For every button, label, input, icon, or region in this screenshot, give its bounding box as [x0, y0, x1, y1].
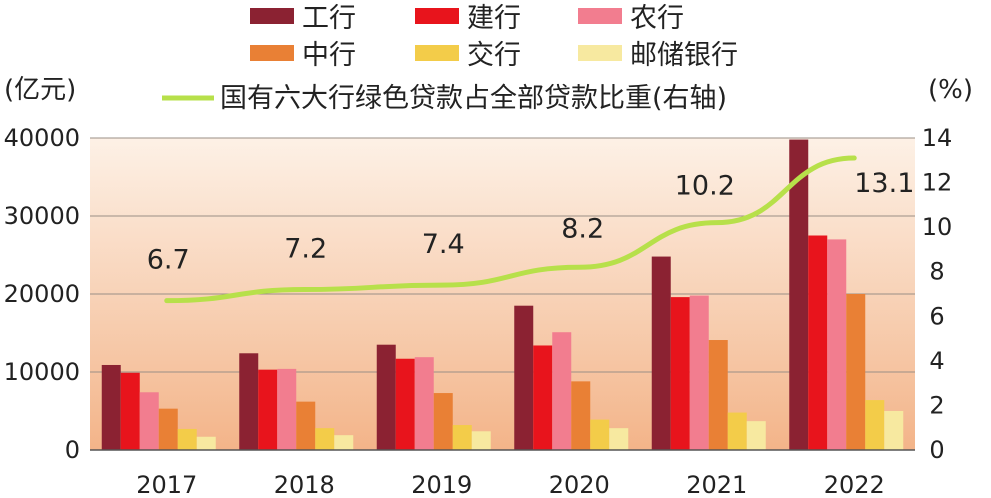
- bar-icbc-2018: [239, 353, 259, 450]
- bar-psbc-2018: [334, 435, 354, 450]
- bar-boc-2022: [846, 294, 866, 450]
- legend-swatch-psbc: [578, 45, 622, 61]
- bar-icbc-2019: [376, 344, 396, 450]
- x-tick-label: 2017: [136, 471, 197, 498]
- bar-icbc-2022: [789, 139, 809, 450]
- legend-label-ratio-line: 国有六大行绿色贷款占全部贷款比重(右轴): [220, 83, 727, 114]
- ratio-data-label: 13.1: [854, 168, 914, 199]
- legend-label-ccb: 建行: [467, 3, 521, 34]
- y-right-tick-label: 8: [929, 258, 944, 286]
- bar-ccb-2018: [258, 369, 278, 450]
- left-axis-unit: (亿元): [4, 75, 76, 105]
- bar-boc-2018: [296, 401, 316, 450]
- bar-bocom-2021: [727, 412, 747, 450]
- y-right-tick-label: 12: [922, 169, 953, 197]
- bar-bocom-2019: [452, 425, 472, 450]
- legend-swatch-boc: [250, 45, 294, 61]
- legend-label-boc: 中行: [302, 40, 356, 71]
- bar-abc-2019: [414, 357, 434, 450]
- y-right-tick-label: 6: [929, 302, 944, 330]
- axes: 0 10000 20000 30000 40000 0 2 4 6 8 10 12 14 2017 2018…: [4, 124, 953, 498]
- bar-psbc-2021: [746, 421, 766, 450]
- bar-abc-2020: [552, 332, 572, 450]
- legend-swatch-abc: [578, 8, 622, 24]
- ratio-data-label: 6.7: [147, 245, 190, 276]
- bar-bocom-2017: [177, 428, 197, 450]
- bar-psbc-2019: [471, 431, 491, 450]
- y-right-tick-label: 0: [929, 436, 944, 464]
- y-right-tick-label: 10: [922, 213, 953, 241]
- bar-abc-2021: [689, 295, 709, 450]
- bar-boc-2019: [433, 393, 453, 450]
- bar-bocom-2020: [590, 419, 610, 450]
- bar-icbc-2017: [101, 364, 121, 450]
- bar-abc-2017: [139, 392, 159, 450]
- legend-swatch-bocom: [415, 45, 459, 61]
- x-tick-label: 2018: [274, 471, 335, 498]
- bar-abc-2018: [277, 368, 297, 450]
- bar-bocom-2018: [315, 428, 335, 450]
- bar-abc-2022: [827, 239, 847, 450]
- bar-boc-2017: [158, 408, 178, 450]
- bar-ccb-2020: [533, 345, 553, 450]
- x-tick-label: 2022: [824, 471, 885, 498]
- y-left-tick-label: 20000: [4, 280, 80, 308]
- bar-bocom-2022: [865, 400, 885, 450]
- ratio-data-label: 8.2: [561, 213, 604, 244]
- right-axis-unit: (%): [928, 75, 973, 105]
- legend-label-psbc: 邮储银行: [630, 40, 738, 71]
- bar-icbc-2020: [514, 305, 534, 450]
- legend-label-abc: 农行: [630, 3, 684, 34]
- ratio-data-label: 10.2: [675, 171, 735, 202]
- bar-psbc-2022: [884, 411, 904, 450]
- bar-boc-2021: [708, 340, 728, 450]
- ratio-data-label: 7.2: [284, 234, 327, 265]
- bar-ccb-2017: [120, 372, 140, 450]
- bar-psbc-2017: [196, 436, 216, 450]
- bar-ccb-2022: [808, 235, 828, 450]
- y-right-tick-label: 4: [929, 347, 944, 375]
- x-tick-label: 2021: [686, 471, 747, 498]
- y-left-tick-label: 10000: [4, 358, 80, 386]
- bar-ccb-2019: [395, 358, 415, 450]
- ratio-line: [164, 155, 857, 304]
- bar-icbc-2021: [651, 256, 671, 450]
- ratio-line-group: 6.7 7.2 7.4 8.2 10.2 13.1: [147, 155, 914, 304]
- x-tick-label: 2019: [411, 471, 472, 498]
- x-tick-label: 2020: [549, 471, 610, 498]
- y-left-tick-label: 40000: [4, 124, 80, 152]
- legend-label-icbc: 工行: [302, 3, 356, 34]
- legend: 工行 建行 农行 中行 交行 邮储银行 国有六大行绿色贷款占全部贷款比重(右轴): [162, 3, 738, 114]
- ratio-data-label: 7.4: [422, 229, 465, 260]
- legend-label-bocom: 交行: [467, 40, 521, 71]
- bar-boc-2020: [571, 381, 591, 450]
- y-right-tick-label: 2: [929, 391, 944, 419]
- y-left-tick-label: 30000: [4, 202, 80, 230]
- bar-ccb-2021: [670, 297, 690, 450]
- legend-swatch-ccb: [415, 8, 459, 24]
- bar-psbc-2020: [609, 428, 629, 450]
- y-right-tick-label: 14: [922, 124, 953, 152]
- bars: [101, 139, 904, 450]
- y-left-tick-label: 0: [65, 436, 80, 464]
- legend-swatch-icbc: [250, 8, 294, 24]
